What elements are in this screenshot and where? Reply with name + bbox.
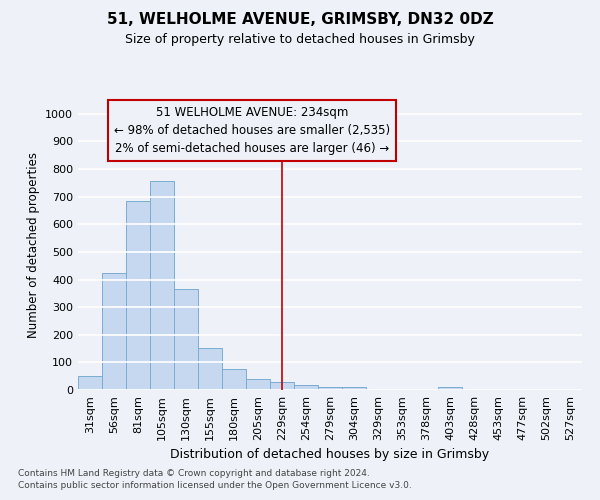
Bar: [102, 272, 126, 390]
X-axis label: Distribution of detached houses by size in Grimsby: Distribution of detached houses by size …: [170, 448, 490, 462]
Bar: [222, 370, 246, 390]
Bar: [270, 382, 294, 390]
Bar: [198, 348, 222, 390]
Text: Size of property relative to detached houses in Grimsby: Size of property relative to detached ho…: [125, 32, 475, 46]
Bar: [246, 379, 270, 390]
Bar: [438, 387, 462, 390]
Bar: [126, 201, 150, 390]
Bar: [150, 181, 174, 390]
Bar: [318, 386, 342, 390]
Text: 51 WELHOLME AVENUE: 234sqm
← 98% of detached houses are smaller (2,535)
2% of se: 51 WELHOLME AVENUE: 234sqm ← 98% of deta…: [114, 106, 390, 155]
Text: 51, WELHOLME AVENUE, GRIMSBY, DN32 0DZ: 51, WELHOLME AVENUE, GRIMSBY, DN32 0DZ: [107, 12, 493, 28]
Y-axis label: Number of detached properties: Number of detached properties: [26, 152, 40, 338]
Bar: [294, 385, 318, 390]
Bar: [342, 387, 366, 390]
Text: Contains public sector information licensed under the Open Government Licence v3: Contains public sector information licen…: [18, 481, 412, 490]
Bar: [174, 289, 198, 390]
Text: Contains HM Land Registry data © Crown copyright and database right 2024.: Contains HM Land Registry data © Crown c…: [18, 468, 370, 477]
Bar: [78, 376, 102, 390]
